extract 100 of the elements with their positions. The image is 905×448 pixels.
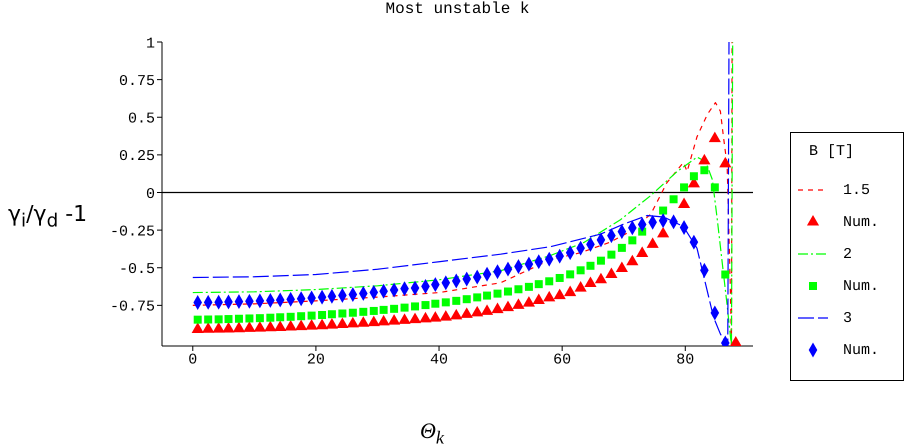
point [429,311,442,322]
point [348,308,357,317]
x-tick-label: 0 [188,352,198,369]
point [532,294,545,304]
point [584,276,597,288]
point [442,298,450,306]
point [222,322,235,333]
chart-title: Most unstable k [384,0,531,18]
point [400,304,409,312]
point [514,285,522,294]
legend-title: B [T] [808,143,856,160]
point [388,314,400,325]
point [460,307,473,318]
point [357,316,370,327]
point [586,262,594,270]
point [378,314,390,326]
point [710,183,719,192]
y-tick-label: 1 [146,35,155,52]
point [306,319,318,330]
point [690,172,698,180]
point [214,315,223,324]
point [408,312,422,324]
legend-label: 3 [843,310,852,326]
point [245,314,254,322]
point [380,306,388,314]
point [594,272,608,284]
point [450,308,462,320]
point [566,270,574,278]
point [370,306,378,315]
point [616,261,628,272]
y-axis-title: γ$_{i}$/γ$_{d}$ -1 [8,202,88,232]
y-tick-label: 0 [146,186,155,203]
point [204,316,212,324]
point [618,244,626,252]
point [212,322,225,333]
point [390,304,398,313]
point [316,318,328,330]
point [564,286,576,296]
legend-label: 2 [843,246,852,262]
point [522,296,535,307]
y-tick-label: 0.5 [128,110,155,128]
point [318,311,326,319]
point [328,310,336,318]
point [504,288,512,296]
point [308,312,316,320]
point [574,281,587,292]
point [346,316,359,328]
point [670,195,678,204]
point [721,270,730,279]
point [295,320,308,330]
point [524,282,533,291]
point [628,236,636,244]
point [419,312,432,322]
point [605,267,618,278]
legend-label: Num. [843,278,880,294]
x-tick-label: 80 [676,352,694,369]
y-tick-label: -0.75 [110,298,155,316]
point [234,314,243,323]
point [192,322,204,333]
point [700,166,708,174]
x-tick-label: 60 [553,352,572,369]
point [556,274,564,282]
point [254,321,266,332]
point [338,309,346,318]
point [274,320,286,331]
point [471,306,484,316]
legend-label: 1.5 [843,182,870,198]
point [659,206,668,215]
point [554,288,566,300]
point [284,320,297,331]
point [473,293,482,302]
point [502,300,514,312]
point [194,316,202,324]
point [483,292,492,300]
x-axis-title: Θ$_{k}$ [420,418,444,448]
point [462,295,471,304]
point [576,266,585,274]
point [730,336,742,346]
x-tick-label: 40 [430,352,448,369]
point [202,322,214,333]
point [336,317,348,328]
y-tick-label: 0.75 [118,72,155,90]
y-tick-label: 0.25 [118,148,155,166]
point [398,313,411,324]
y-tick-label: -0.5 [118,261,155,278]
point [276,313,284,322]
point [297,312,306,320]
point [326,318,338,329]
point [440,310,452,321]
point [266,314,274,322]
y-tick-label: -0.25 [110,223,155,240]
point [256,314,264,322]
point [534,280,543,288]
legend-label: Num. [843,342,880,358]
point [452,296,460,305]
point [286,312,295,321]
point [243,321,256,332]
point [512,298,525,309]
point [411,302,420,310]
point [232,322,246,332]
